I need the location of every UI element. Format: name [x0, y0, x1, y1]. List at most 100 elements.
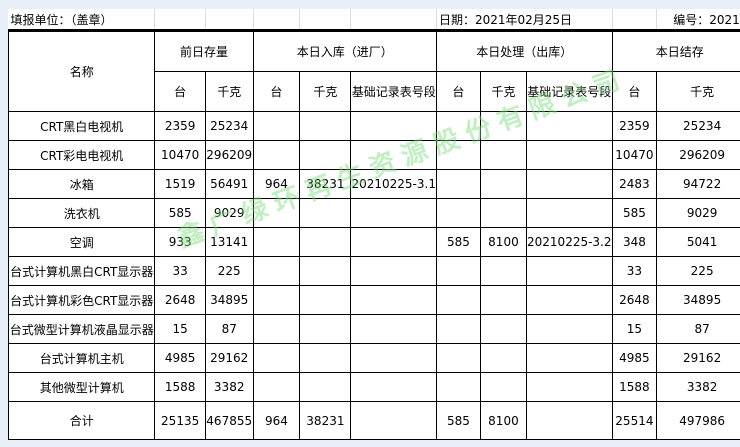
cell-name[interactable]: 冰箱: [8, 169, 156, 199]
cell-prev-units[interactable]: 15: [154, 314, 206, 344]
cell-bal-kg[interactable]: 5041: [656, 227, 740, 257]
cell-name[interactable]: 台式计算机主机: [8, 343, 156, 373]
cell-in-units[interactable]: [252, 256, 301, 286]
cell-prev-units[interactable]: 2648: [154, 285, 206, 315]
cell[interactable]: [154, 9, 206, 32]
cell-prev-kg[interactable]: 3382: [204, 372, 254, 402]
cell-bal-units[interactable]: 2648: [611, 285, 658, 315]
cell-in-rec[interactable]: [350, 285, 437, 315]
cell-bal-units[interactable]: 10470: [611, 140, 658, 170]
cell-name[interactable]: 空调: [8, 227, 156, 257]
cell-out-rec[interactable]: [526, 314, 613, 344]
cell-out-kg[interactable]: [479, 343, 528, 373]
cell[interactable]: [350, 9, 437, 32]
cell-bal-kg[interactable]: 87: [656, 314, 740, 344]
cell-out-units[interactable]: 585: [435, 401, 481, 440]
cell-out-kg[interactable]: 8100: [479, 227, 528, 257]
cell-out-kg[interactable]: 8100: [479, 401, 528, 440]
cell-out-rec[interactable]: [526, 285, 613, 315]
cell[interactable]: [205, 9, 254, 32]
cell-out-rec[interactable]: [526, 372, 613, 402]
cell-prev-units[interactable]: 1588: [154, 372, 206, 402]
cell[interactable]: [299, 9, 352, 32]
cell-name[interactable]: 台式计算机黑白CRT显示器: [8, 256, 156, 286]
cell-in-units[interactable]: [252, 343, 301, 373]
cell[interactable]: [612, 9, 658, 32]
cell-out-units[interactable]: [435, 343, 481, 373]
cell-prev-kg[interactable]: 29162: [204, 343, 254, 373]
cell-in-units[interactable]: [252, 227, 301, 257]
cell-out-units[interactable]: [435, 198, 481, 228]
cell-out-kg[interactable]: [479, 111, 528, 141]
cell-out-kg[interactable]: [479, 140, 528, 170]
cell-in-kg[interactable]: [299, 314, 352, 344]
cell-in-units[interactable]: [252, 198, 301, 228]
cell-out-units[interactable]: [435, 169, 481, 199]
cell-in-kg[interactable]: [299, 343, 352, 373]
cell-bal-kg[interactable]: 34895: [656, 285, 740, 315]
cell-prev-kg[interactable]: 25234: [204, 111, 254, 141]
cell-bal-units[interactable]: 2359: [611, 111, 658, 141]
cell-bal-units[interactable]: 2483: [611, 169, 658, 199]
cell-out-units[interactable]: [435, 111, 481, 141]
cell-in-rec[interactable]: [350, 140, 437, 170]
cell-prev-kg[interactable]: 34895: [204, 285, 254, 315]
cell-in-rec[interactable]: [350, 343, 437, 373]
cell-bal-kg[interactable]: 497986: [656, 401, 740, 440]
cell-in-units[interactable]: [252, 140, 301, 170]
cell-in-units[interactable]: [252, 372, 301, 402]
cell-prev-kg[interactable]: 87: [204, 314, 254, 344]
cell-out-rec[interactable]: [526, 256, 613, 286]
cell-bal-kg[interactable]: 9029: [656, 198, 740, 228]
cell-name[interactable]: CRT黑白电视机: [8, 111, 156, 141]
cell-out-kg[interactable]: [479, 285, 528, 315]
cell-out-units[interactable]: [435, 285, 481, 315]
cell-in-rec[interactable]: [350, 401, 437, 440]
cell-out-kg[interactable]: [479, 372, 528, 402]
cell-in-kg[interactable]: [299, 256, 352, 286]
cell-bal-units[interactable]: 15: [611, 314, 658, 344]
cell-out-rec[interactable]: [526, 401, 613, 440]
cell-prev-units[interactable]: 33: [154, 256, 206, 286]
cell-out-rec[interactable]: [526, 198, 613, 228]
cell-out-kg[interactable]: [479, 314, 528, 344]
cell-name[interactable]: 合计: [8, 401, 156, 440]
cell-in-kg[interactable]: [299, 198, 352, 228]
cell-bal-units[interactable]: 4985: [611, 343, 658, 373]
cell-in-units[interactable]: [252, 285, 301, 315]
cell-out-units[interactable]: [435, 372, 481, 402]
cell-in-units[interactable]: [252, 314, 301, 344]
cell-bal-kg[interactable]: 225: [656, 256, 740, 286]
cell-out-kg[interactable]: [479, 198, 528, 228]
cell-in-kg[interactable]: [299, 372, 352, 402]
code-label[interactable]: 编号：20210: [656, 9, 740, 32]
cell-prev-units[interactable]: 4985: [154, 343, 206, 373]
cell-bal-units[interactable]: 33: [611, 256, 658, 286]
cell-out-kg[interactable]: [479, 169, 528, 199]
cell-bal-kg[interactable]: 296209: [656, 140, 740, 170]
cell-prev-kg[interactable]: 9029: [204, 198, 254, 228]
cell-prev-kg[interactable]: 13141: [204, 227, 254, 257]
cell-in-rec[interactable]: [350, 372, 437, 402]
cell-bal-units[interactable]: 25514: [611, 401, 658, 440]
cell-in-kg[interactable]: [299, 111, 352, 141]
cell-out-units[interactable]: [435, 140, 481, 170]
cell-out-rec[interactable]: [526, 343, 613, 373]
cell-in-kg[interactable]: 38231: [299, 401, 352, 440]
cell-prev-kg[interactable]: 56491: [204, 169, 254, 199]
cell-out-rec[interactable]: 20210225-3.2: [526, 227, 613, 257]
cell-in-rec[interactable]: 20210225-3.1: [350, 169, 437, 199]
cell-in-units[interactable]: 964: [252, 169, 301, 199]
cell-out-units[interactable]: 585: [435, 227, 481, 257]
cell-in-units[interactable]: 964: [252, 401, 301, 440]
cell-in-kg[interactable]: [299, 227, 352, 257]
cell-in-kg[interactable]: 38231: [299, 169, 352, 199]
cell-prev-kg[interactable]: 296209: [204, 140, 254, 170]
cell-prev-units[interactable]: 1519: [154, 169, 206, 199]
cell-in-rec[interactable]: [350, 198, 437, 228]
cell-name[interactable]: 其他微型计算机: [8, 372, 156, 402]
cell-in-rec[interactable]: [350, 227, 437, 257]
cell-prev-units[interactable]: 933: [154, 227, 206, 257]
cell-name[interactable]: 洗衣机: [8, 198, 156, 228]
cell-in-rec[interactable]: [350, 111, 437, 141]
